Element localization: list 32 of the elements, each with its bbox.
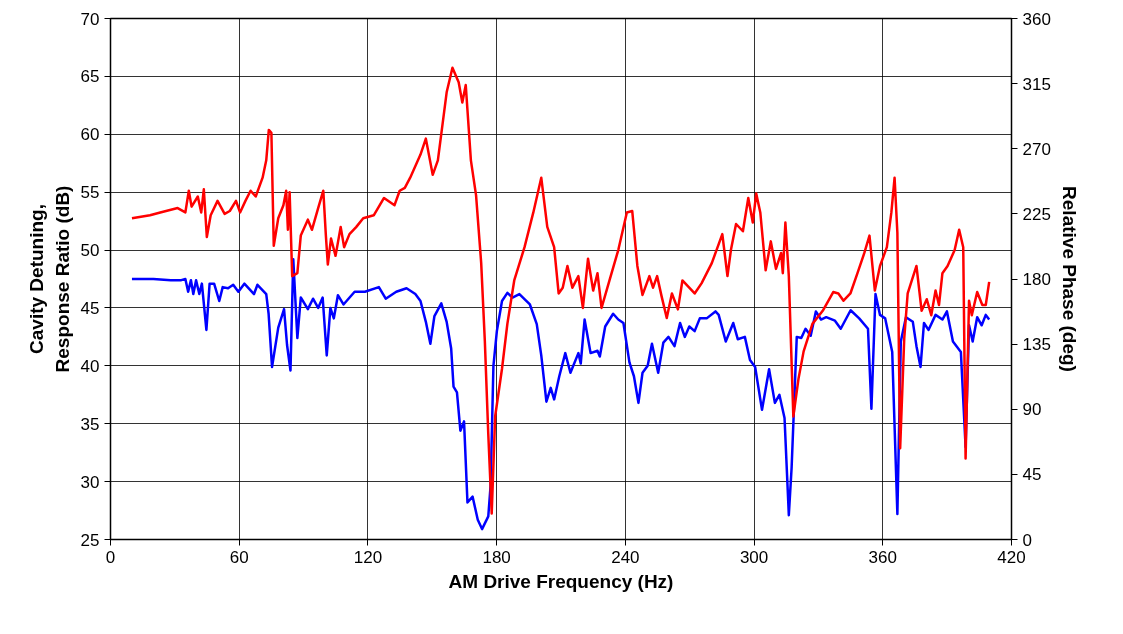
y2-axis-title: Relative Phase (deg): [1058, 186, 1080, 372]
y2-tick-label: 90: [1022, 400, 1042, 420]
y2-tick-label: 225: [1022, 204, 1051, 224]
x-tick-label: 0: [105, 547, 116, 567]
x-tick-label: 180: [482, 547, 511, 567]
y2-tick-label: 45: [1022, 465, 1042, 485]
y2-tick-label: 135: [1022, 335, 1051, 355]
x-tick-label: 60: [229, 547, 249, 567]
x-tick-label: 360: [868, 547, 897, 567]
y-tick-label: 55: [80, 183, 100, 203]
y2-tick-label: 0: [1022, 530, 1032, 550]
y-tick-label: 50: [80, 241, 100, 261]
y-axis-title: Cavity Detuning, Response Ratio (dB): [26, 185, 73, 373]
y2-tick-label: 180: [1022, 270, 1051, 289]
y-tick-label: 30: [80, 472, 100, 492]
y-tick-label: 25: [80, 530, 100, 550]
line-series: [130, 66, 991, 515]
y-tick-label: 45: [80, 298, 100, 318]
x-tick-label: 120: [353, 547, 383, 567]
y2-tick-label: 270: [1022, 139, 1051, 159]
y-tick-label: 35: [80, 414, 100, 434]
y-tick-label: 60: [80, 125, 100, 145]
y2-tick-label: 360: [1022, 9, 1051, 29]
y2-tick-label: 315: [1022, 74, 1051, 94]
y-tick-label: 70: [80, 9, 100, 29]
x-axis-title: AM Drive Frequency (Hz): [448, 570, 674, 592]
x-tick-label: 240: [611, 547, 640, 567]
y-tick-label: 65: [80, 67, 100, 87]
x-tick-label: 300: [739, 547, 769, 567]
line-series: [130, 258, 991, 531]
y-tick-label: 40: [80, 356, 100, 376]
x-tick-label: 420: [997, 547, 1026, 567]
